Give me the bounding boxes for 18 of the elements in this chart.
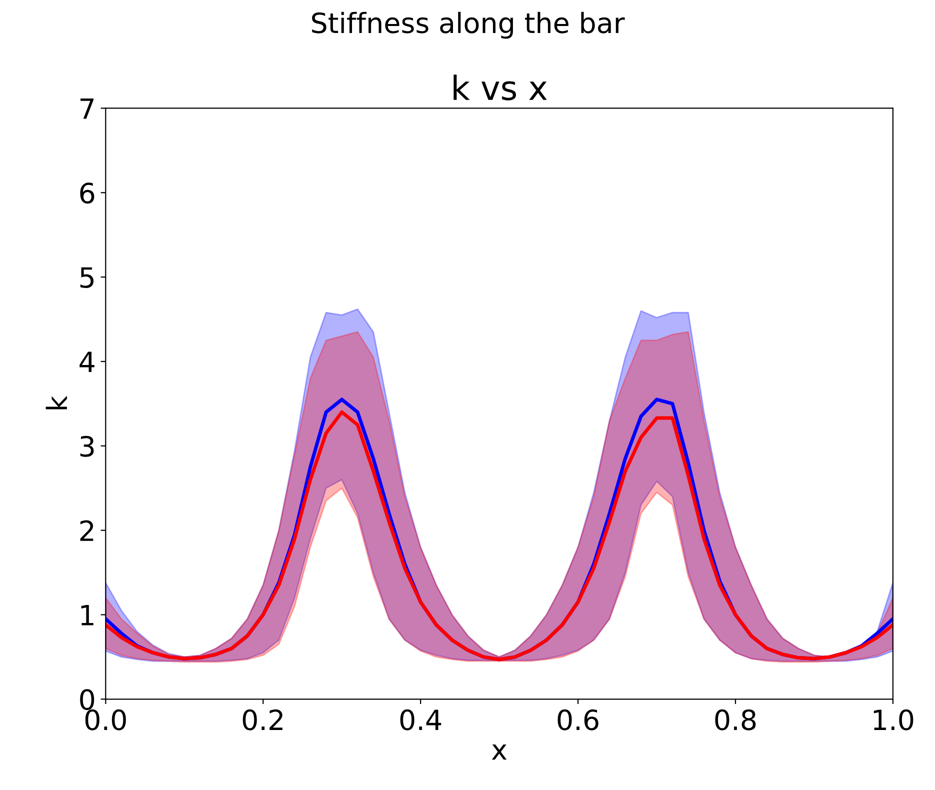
y-tick-label: 4 [80, 352, 94, 372]
x-tick-label: 0.8 [715, 709, 756, 730]
y-axis-title: k [46, 396, 67, 410]
y-tick-label: 3 [80, 436, 94, 457]
y-tick-label: 1 [81, 605, 94, 626]
y-tick-label: 5 [80, 267, 94, 288]
x-axis-title: x [492, 744, 507, 760]
y-tick-label: 2 [80, 520, 94, 541]
y-tick-label: 6 [80, 182, 94, 204]
x-tick-label: 0.0 [85, 709, 126, 730]
chart-subtitle: k vs x [454, 74, 547, 100]
x-tick-label: 0.2 [242, 709, 282, 730]
chart-title: Stiffness along the bar [312, 12, 625, 39]
y-tick-label: 0 [80, 689, 94, 710]
y-tick-label: 7 [80, 98, 94, 119]
x-tick-label: 0.4 [400, 709, 442, 730]
x-tick-label: 1.0 [874, 709, 914, 730]
x-tick-label: 0.6 [558, 709, 598, 730]
